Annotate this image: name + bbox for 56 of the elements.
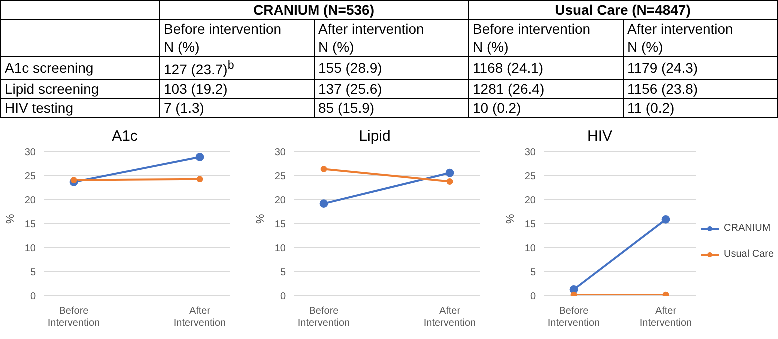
legend-label: CRANIUM bbox=[724, 223, 771, 234]
y-tick-label: 15 bbox=[24, 219, 36, 230]
text: 7 (1.3) bbox=[160, 98, 314, 118]
y-tick-label: 5 bbox=[530, 267, 536, 278]
text: 1168 (24.1) bbox=[468, 56, 623, 80]
y-tick-label: 15 bbox=[524, 219, 536, 230]
y-tick-label: 25 bbox=[274, 171, 286, 182]
text: 103 (19.2) bbox=[160, 79, 314, 98]
y-tick-label: 30 bbox=[274, 147, 286, 158]
y-tick-label: 0 bbox=[280, 291, 286, 302]
y-axis-title: % bbox=[504, 214, 517, 224]
text: 85 (15.9) bbox=[314, 98, 468, 118]
y-tick-label: 20 bbox=[24, 195, 36, 206]
y-tick-label: 25 bbox=[524, 171, 536, 182]
x-tick-label: After Intervention bbox=[640, 306, 692, 329]
y-tick-label: 0 bbox=[530, 291, 536, 302]
text: Before intervention N (%) bbox=[468, 20, 623, 56]
x-tick-label: After Intervention bbox=[424, 306, 476, 329]
text: CRANIUM (N=536) bbox=[160, 0, 468, 20]
text: Before intervention N (%) bbox=[160, 20, 314, 56]
text: 11 (0.2) bbox=[623, 98, 778, 118]
y-tick-label: 10 bbox=[274, 243, 286, 254]
chart-title: HIV bbox=[586, 128, 614, 145]
x-tick-label: Before Intervention bbox=[548, 306, 600, 329]
legend-label: Usual Care bbox=[724, 249, 774, 260]
text: 137 (25.6) bbox=[314, 79, 468, 98]
text: Lipid screening bbox=[0, 79, 160, 98]
y-tick-label: 20 bbox=[274, 195, 286, 206]
y-axis-title: % bbox=[4, 214, 17, 224]
text: 1179 (24.3) bbox=[623, 56, 778, 80]
text: 127 (23.7)$^{b}$ bbox=[160, 56, 314, 80]
y-tick-label: 5 bbox=[30, 267, 36, 278]
y-tick-label: 25 bbox=[24, 171, 36, 182]
text: 10 (0.2) bbox=[468, 98, 623, 118]
text: 1156 (23.8) bbox=[623, 79, 778, 98]
text: A1c screening bbox=[0, 56, 160, 80]
y-tick-label: 15 bbox=[274, 219, 286, 230]
y-tick-label: 30 bbox=[24, 147, 36, 158]
text: After intervention N (%) bbox=[314, 20, 468, 56]
y-tick-label: 10 bbox=[24, 243, 36, 254]
text: Usual Care (N=4847) bbox=[468, 0, 778, 20]
text: 1281 (26.4) bbox=[468, 79, 623, 98]
chart-title: Lipid bbox=[358, 128, 392, 145]
x-tick-label: Before Intervention bbox=[48, 306, 100, 329]
y-tick-label: 10 bbox=[524, 243, 536, 254]
text: HIV testing bbox=[0, 98, 160, 118]
text: After intervention N (%) bbox=[623, 20, 778, 56]
y-tick-label: 5 bbox=[280, 267, 286, 278]
x-tick-label: After Intervention bbox=[174, 306, 226, 329]
y-tick-label: 0 bbox=[30, 291, 36, 302]
y-tick-label: 30 bbox=[524, 147, 536, 158]
text: 155 (28.9) bbox=[314, 56, 468, 80]
x-tick-label: Before Intervention bbox=[298, 306, 350, 329]
y-axis-title: % bbox=[254, 214, 267, 224]
y-tick-label: 20 bbox=[524, 195, 536, 206]
chart-title: A1c bbox=[111, 128, 139, 145]
